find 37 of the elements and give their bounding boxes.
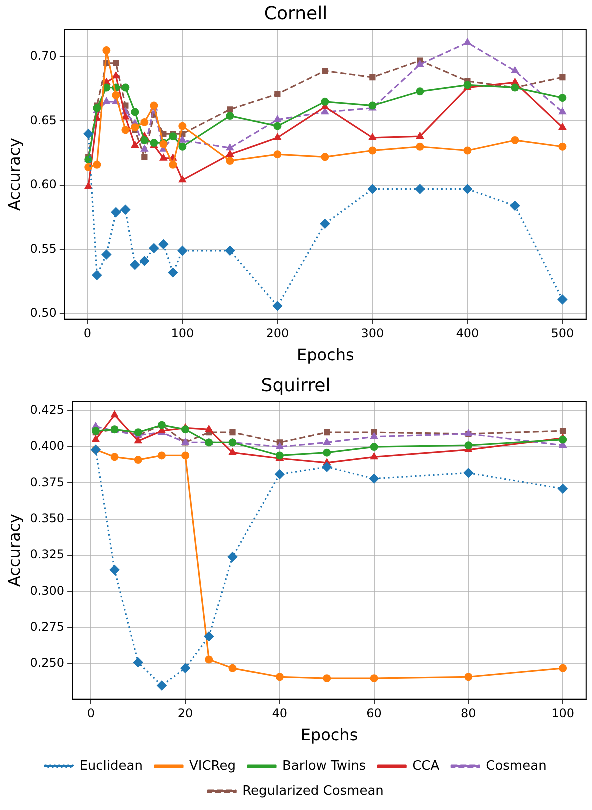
y-tick-label: 0.300: [30, 584, 65, 598]
x-tick-label: 300: [361, 326, 384, 341]
legend-label: Cosmean: [486, 758, 547, 774]
y-tick-label: 0.400: [30, 439, 65, 454]
chart-title: Squirrel: [261, 375, 331, 396]
y-tick-label: 0.425: [30, 402, 65, 417]
x-axis-title: Epochs: [300, 726, 358, 745]
legend-label: VICReg: [189, 758, 236, 774]
x-tick-label: 500: [551, 326, 574, 341]
legend-label: CCA: [412, 758, 440, 774]
x-tick-label: 0: [84, 326, 92, 341]
y-tick-label: 0.55: [30, 242, 57, 256]
legend-label: Euclidean: [80, 758, 143, 774]
legend-label: Regularized Cosmean: [242, 784, 384, 799]
y-tick-label: 0.350: [30, 512, 65, 526]
legend-label: Barlow Twins: [282, 758, 366, 774]
x-tick-label: 80: [461, 706, 476, 721]
y-tick-label: 0.60: [30, 178, 57, 192]
x-tick-label: 40: [272, 706, 288, 721]
x-tick-label: 100: [552, 706, 574, 721]
x-tick-label: 0: [87, 706, 96, 721]
y-axis-title: Accuracy: [4, 138, 24, 212]
x-tick-label: 20: [178, 706, 194, 721]
y-tick-label: 0.250: [30, 656, 65, 670]
y-tick-label: 0.70: [30, 49, 57, 64]
x-tick-label: 400: [456, 326, 480, 341]
y-tick-label: 0.50: [30, 306, 57, 320]
x-tick-label: 60: [366, 706, 382, 721]
y-tick-label: 0.375: [30, 475, 65, 490]
chart-title: Cornell: [264, 3, 328, 24]
x-axis-title: Epochs: [296, 346, 354, 365]
x-tick-label: 200: [266, 326, 290, 341]
y-tick-label: 0.275: [30, 620, 65, 634]
y-tick-label: 0.325: [30, 548, 65, 562]
x-tick-label: 100: [171, 326, 194, 341]
y-tick-label: 0.65: [30, 113, 57, 128]
y-axis-title: Accuracy: [4, 514, 24, 588]
